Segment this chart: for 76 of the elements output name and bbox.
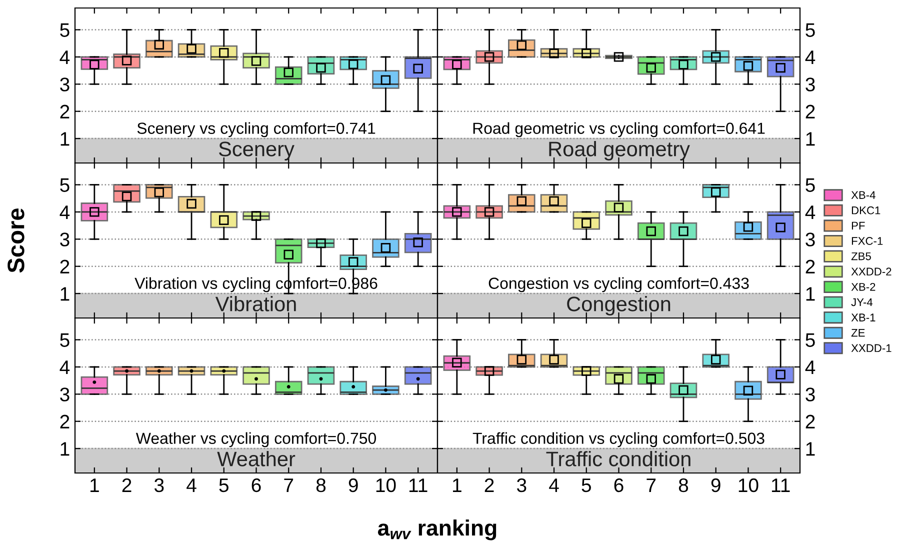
legend-label: JY-4 [851, 298, 873, 306]
y-tick-label: 5 [60, 23, 70, 37]
band-label: Road geometry [549, 141, 690, 160]
x-tick-label: 10 [376, 478, 396, 492]
y-tick-label: 2 [806, 104, 815, 118]
y-tick-label: 3 [60, 78, 70, 92]
band-label: Traffic condition [546, 451, 690, 466]
x-axis-title: a$_{wv}$ ranking [378, 519, 496, 540]
x-tick-label: 6 [614, 478, 624, 492]
x-tick-label: 10 [738, 478, 758, 492]
legend-label: FXC-1 [852, 237, 883, 245]
y-tick-label: 1 [60, 442, 70, 456]
annotation: Road geometric vs cycling comfort=0.641 [473, 122, 765, 138]
x-tick-label: 4 [549, 478, 559, 492]
x-tick-label: 3 [154, 478, 164, 492]
legend-label: XXDD-1 [851, 344, 892, 352]
x-tick-label: 11 [409, 478, 428, 492]
legend-label: XB-1 [851, 314, 876, 322]
y-tick-label: 1 [806, 132, 815, 146]
y-tick-label: 3 [60, 232, 70, 246]
annotation: Congestion vs cycling comfort=0.433 [488, 277, 749, 292]
x-tick-label: 1 [452, 478, 462, 492]
annotation: Traffic condition vs cycling comfort=0.503 [472, 432, 764, 448]
x-tick-label: 7 [284, 478, 294, 492]
x-tick-label: 8 [316, 478, 326, 492]
x-tick-label: 1 [90, 478, 99, 492]
band-label: Congestion [567, 296, 670, 316]
y-tick-label: 1 [60, 287, 70, 301]
legend-label: DKC1 [852, 206, 880, 214]
annotation: Weather vs cycling comfort=0.750 [136, 432, 376, 448]
y-tick-label: 4 [805, 50, 816, 64]
y-tick-label: 1 [60, 132, 70, 146]
legend-label: XB-4 [851, 191, 876, 199]
x-tick-label: 8 [678, 478, 688, 492]
y-tick-label: 1 [806, 287, 815, 301]
y-tick-label: 4 [805, 206, 816, 219]
legend-label: ZB5 [851, 252, 871, 260]
band-label: Weather [217, 451, 296, 466]
y-tick-label: 2 [60, 104, 70, 118]
y-tick-label: 2 [806, 260, 815, 274]
x-tick-label: 9 [348, 478, 358, 492]
y-tick-label: 2 [60, 260, 70, 274]
y-tick-label: 5 [60, 333, 70, 347]
y-axis-title: Score [8, 208, 24, 273]
x-tick-label: 2 [484, 478, 494, 492]
x-tick-label: 3 [516, 478, 526, 492]
y-tick-label: 4 [60, 360, 70, 374]
band-label: Scenery [218, 142, 294, 160]
y-tick-label: 2 [60, 414, 70, 428]
y-tick-label: 2 [806, 414, 815, 428]
x-tick-label: 9 [711, 478, 720, 492]
annotation: Scenery vs cycling comfort=0.741 [137, 122, 376, 138]
y-tick-label: 1 [806, 442, 815, 456]
y-tick-label: 5 [60, 178, 70, 192]
x-tick-label: 4 [186, 478, 196, 492]
legend-label: PF [852, 222, 865, 230]
x-tick-label: 2 [122, 478, 132, 492]
y-tick-label: 3 [60, 388, 70, 402]
y-tick-label: 5 [806, 23, 815, 37]
legend-label: XXDD-2 [851, 268, 892, 276]
x-tick-label: 6 [252, 478, 261, 492]
x-tick-label: 5 [219, 478, 228, 492]
legend-label: XB-2 [851, 282, 876, 291]
y-tick-label: 4 [60, 206, 70, 219]
y-tick-label: 4 [60, 50, 70, 64]
y-tick-label: 5 [806, 178, 815, 192]
y-tick-label: 5 [806, 333, 815, 347]
x-tick-label: 11 [772, 478, 790, 492]
x-tick-label: 7 [646, 478, 656, 492]
band-label: Vibration [215, 296, 296, 312]
y-tick-label: 3 [806, 78, 815, 92]
legend-label: ZE [851, 328, 865, 337]
y-tick-label: 3 [806, 232, 815, 246]
x-tick-label: 5 [582, 478, 591, 492]
y-tick-label: 3 [806, 388, 815, 402]
y-tick-label: 4 [805, 360, 816, 374]
